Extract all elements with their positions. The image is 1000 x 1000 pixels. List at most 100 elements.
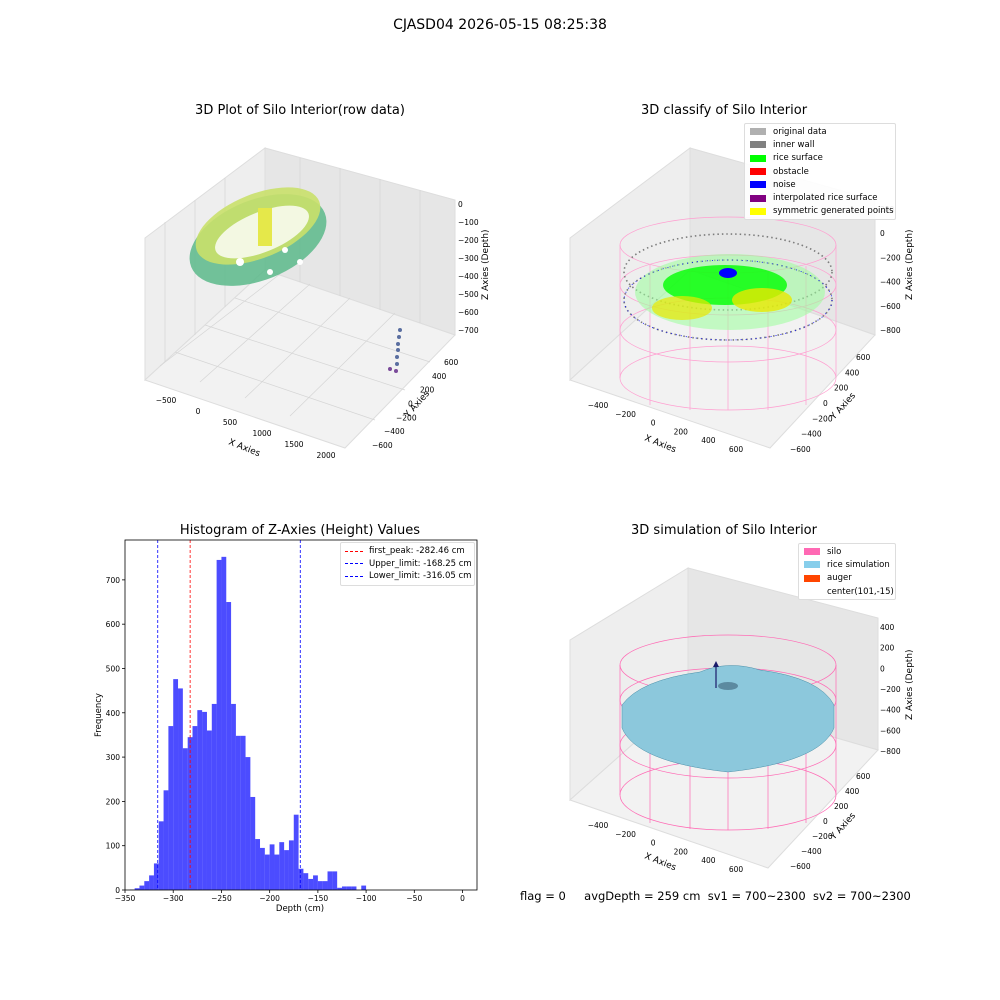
histogram-bar bbox=[226, 602, 232, 890]
sim-z-tick: 200 bbox=[880, 644, 895, 653]
histogram-bar bbox=[351, 886, 357, 890]
histogram-bar bbox=[303, 873, 309, 890]
classify-legend-swatch bbox=[750, 141, 766, 149]
sv2-text: sv2 = 700~2300 bbox=[812, 889, 911, 903]
raw-y-tick: −600 bbox=[372, 441, 393, 450]
histogram-bar bbox=[322, 881, 328, 890]
histogram-bar bbox=[298, 868, 304, 890]
histogram-x-label: Depth (cm) bbox=[276, 904, 324, 914]
histogram-legend-swatch bbox=[345, 563, 363, 565]
histogram-chart: −350 −300 −250 −200 −150 −100 −50 0 0 100 200 300 40… bbox=[94, 539, 478, 914]
histogram-legend-label: first_peak: -282.46 cm bbox=[369, 546, 465, 557]
sim-legend: silo rice simulation auger center(101,-15) bbox=[798, 543, 896, 601]
histogram-legend: first_peak: -282.46 cm Upper_limit: -168.… bbox=[340, 542, 475, 586]
raw-panel-title: 3D Plot of Silo Interior(row data) bbox=[195, 103, 405, 118]
classify-x-tick: 0 bbox=[651, 419, 656, 428]
sim-z-tick: −800 bbox=[880, 747, 901, 756]
histogram-bar bbox=[134, 888, 140, 890]
raw-z-tick: −300 bbox=[458, 254, 479, 263]
sim-legend-swatch bbox=[804, 574, 820, 582]
classify-x-label: X Axies bbox=[643, 434, 678, 456]
histogram-bar bbox=[202, 711, 207, 890]
sim-z-tick: 0 bbox=[880, 664, 885, 673]
figure-title: CJASD04 2026-05-15 08:25:38 bbox=[393, 17, 607, 33]
raw-z-tick: −500 bbox=[458, 290, 479, 299]
raw-z-tick: −600 bbox=[458, 308, 479, 317]
histogram-legend-item: first_peak: -282.46 cm bbox=[341, 545, 474, 558]
y-tick-label: 300 bbox=[106, 753, 121, 762]
y-tick-label: 500 bbox=[106, 664, 121, 673]
y-tick-label: 600 bbox=[106, 620, 121, 629]
raw-x-tick: 500 bbox=[223, 418, 238, 427]
classify-legend-item: inner wall bbox=[745, 138, 895, 151]
classify-y-tick: 400 bbox=[845, 368, 860, 377]
histogram-bar bbox=[158, 821, 164, 890]
sim-y-tick: 400 bbox=[845, 787, 860, 796]
histogram-legend-swatch bbox=[345, 550, 363, 552]
classify-y-tick: −400 bbox=[801, 430, 822, 439]
raw-y-tick: 0 bbox=[408, 400, 413, 409]
histogram-bar bbox=[288, 840, 294, 890]
classify-legend-swatch bbox=[750, 168, 766, 176]
histogram-bar bbox=[211, 703, 217, 890]
sim-3d-plot: −400 −200 0 200 400 600 600 400 200 0 −200 −400 −600… bbox=[569, 567, 915, 874]
histogram-bar bbox=[197, 710, 203, 890]
classify-y-tick: 600 bbox=[856, 353, 871, 362]
sim-y-tick: 200 bbox=[834, 802, 849, 811]
raw-z-tick: −400 bbox=[458, 272, 479, 281]
x-tick-label: 0 bbox=[460, 894, 465, 903]
classify-z-label: Z Axies (Depth) bbox=[905, 229, 915, 300]
histogram-bar bbox=[337, 887, 342, 890]
histogram-bar bbox=[144, 881, 150, 890]
raw-z-label: Z Axies (Depth) bbox=[481, 229, 491, 300]
sim-legend-item: center(101,-15) bbox=[799, 585, 895, 598]
histogram-bar bbox=[361, 885, 367, 890]
classify-legend-item: symmetric generated points bbox=[745, 205, 895, 218]
classify-z-tick: −800 bbox=[880, 326, 901, 335]
y-tick-label: 0 bbox=[115, 886, 120, 895]
histogram-bar bbox=[173, 679, 179, 890]
sim-x-label: X Axies bbox=[643, 852, 678, 874]
classify-legend-swatch bbox=[750, 154, 766, 162]
histogram-bar bbox=[313, 875, 318, 890]
histogram-frame bbox=[124, 539, 478, 891]
raw-x-label: X Axies bbox=[227, 438, 262, 460]
sim-panel-title: 3D simulation of Silo Interior bbox=[631, 523, 817, 538]
histogram-legend-label: Upper_limit: -168.25 cm bbox=[369, 558, 472, 569]
classify-legend: original data inner wall rice surface obsta… bbox=[744, 123, 896, 221]
classify-rice-surface bbox=[623, 254, 833, 341]
sim-z-tick: −200 bbox=[880, 685, 901, 694]
histogram-bar bbox=[240, 735, 246, 890]
classify-legend-label: symmetric generated points bbox=[773, 206, 894, 217]
sim-legend-item: auger bbox=[799, 572, 895, 585]
raw-z-tick: −100 bbox=[458, 218, 479, 227]
histogram-bar bbox=[235, 735, 241, 890]
sim-z-tick: 400 bbox=[880, 623, 895, 632]
classify-x-tick: −200 bbox=[615, 410, 636, 419]
x-tick-label: −250 bbox=[211, 894, 232, 903]
histogram-bar bbox=[168, 726, 174, 890]
classify-legend-item: rice surface bbox=[745, 152, 895, 165]
histogram-legend-label: Lower_limit: -316.05 cm bbox=[369, 571, 472, 582]
histogram-title: Histogram of Z-Axies (Height) Values bbox=[179, 523, 421, 538]
histogram-bar bbox=[293, 814, 299, 890]
classify-y-tick: 200 bbox=[834, 384, 849, 393]
sim-legend-swatch bbox=[804, 548, 820, 556]
histogram-bar bbox=[206, 730, 212, 890]
sim-rice-surface bbox=[621, 661, 835, 773]
classify-z-tick: −600 bbox=[880, 302, 901, 311]
sim-x-tick: 0 bbox=[651, 839, 656, 848]
raw-y-tick: 600 bbox=[444, 358, 459, 367]
x-tick-label: −50 bbox=[406, 894, 422, 903]
histogram-y-label: Frequency bbox=[94, 693, 104, 737]
histogram-bar bbox=[216, 559, 222, 890]
y-tick-label: 700 bbox=[106, 576, 121, 585]
sim-y-tick: −200 bbox=[812, 832, 833, 841]
classify-legend-item: interpolated rice surface bbox=[745, 191, 895, 204]
histogram-bar bbox=[187, 737, 193, 890]
sim-y-tick: −400 bbox=[801, 847, 822, 856]
classify-legend-swatch bbox=[750, 194, 766, 202]
histogram-bar bbox=[163, 790, 169, 890]
sim-legend-label: rice simulation bbox=[827, 559, 890, 570]
raw-3d-plot: −50005001000150020006004002000−200−400−6… bbox=[144, 147, 491, 460]
